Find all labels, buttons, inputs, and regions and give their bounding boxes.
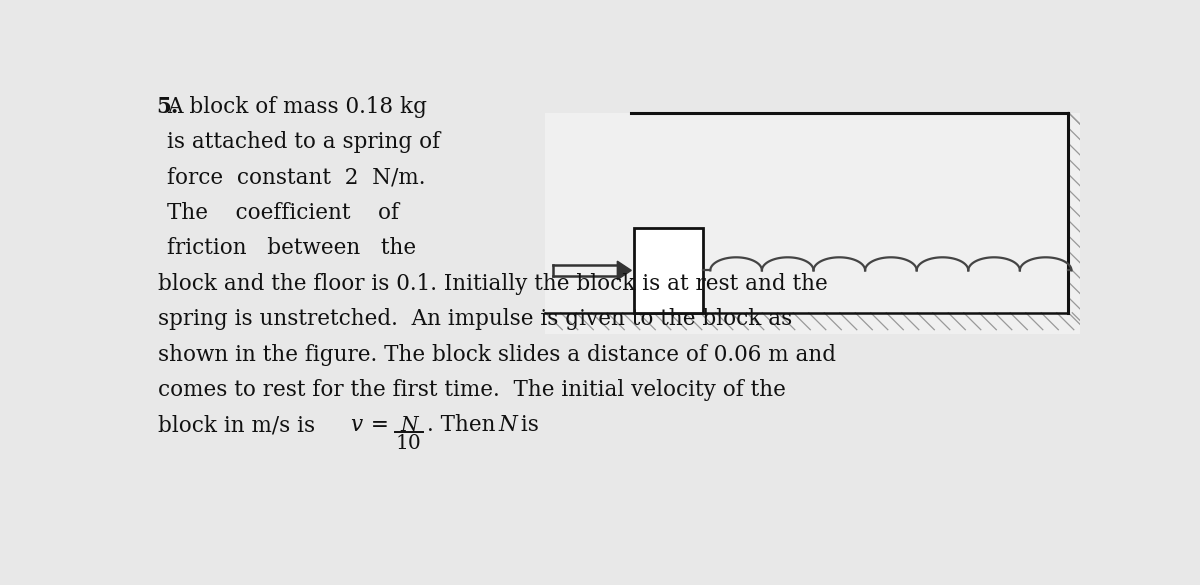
Text: 10: 10: [396, 435, 421, 453]
Text: block and the floor is 0.1. Initially the block is at rest and the: block and the floor is 0.1. Initially th…: [157, 273, 828, 295]
Bar: [545, 112, 1096, 334]
Text: comes to rest for the first time.  The initial velocity of the: comes to rest for the first time. The in…: [157, 379, 786, 401]
Text: is attached to a spring of: is attached to a spring of: [167, 131, 440, 153]
Text: force  constant  2  N/m.: force constant 2 N/m.: [167, 167, 426, 188]
Text: =: =: [364, 414, 396, 436]
Text: spring is unstretched.  An impulse is given to the block as: spring is unstretched. An impulse is giv…: [157, 308, 792, 330]
Text: N: N: [400, 416, 418, 435]
Text: block in m/s is: block in m/s is: [157, 414, 322, 436]
Bar: [635, 228, 702, 313]
Text: v: v: [350, 414, 362, 436]
Text: friction   between   the: friction between the: [167, 238, 416, 259]
Text: . Then: . Then: [427, 414, 503, 436]
Text: is: is: [515, 414, 539, 436]
Text: shown in the figure. The block slides a distance of 0.06 m and: shown in the figure. The block slides a …: [157, 343, 835, 366]
Text: The    coefficient    of: The coefficient of: [167, 202, 400, 224]
Text: A block of mass 0.18 kg: A block of mass 0.18 kg: [167, 95, 427, 118]
Text: N: N: [499, 414, 517, 436]
Polygon shape: [617, 261, 631, 280]
Text: 5.: 5.: [156, 95, 179, 118]
